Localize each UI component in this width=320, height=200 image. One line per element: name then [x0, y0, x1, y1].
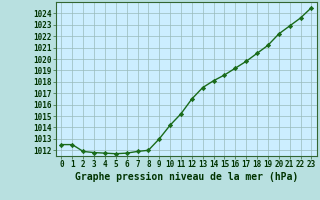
X-axis label: Graphe pression niveau de la mer (hPa): Graphe pression niveau de la mer (hPa)	[75, 172, 298, 182]
